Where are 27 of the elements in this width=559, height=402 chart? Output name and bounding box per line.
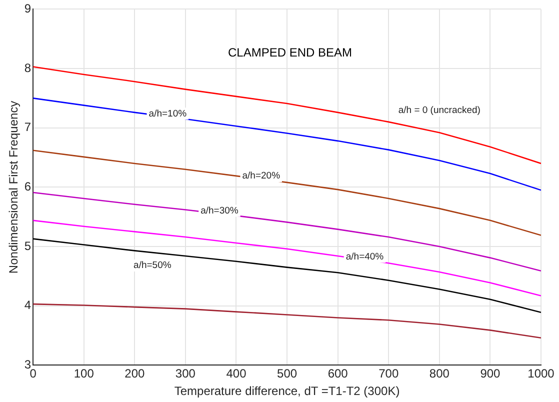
x-tick-label: 800 (429, 366, 450, 381)
x-tick-label: 1000 (528, 366, 555, 381)
y-tick-label: 6 (24, 180, 32, 194)
series-label: a/h=20% (242, 170, 281, 182)
y-tick-label: 3 (24, 358, 32, 372)
x-tick-label: 0 (30, 366, 37, 381)
series-label: a/h=10% (148, 108, 188, 120)
x-tick-label: 200 (124, 366, 145, 381)
y-tick-label: 7 (24, 120, 32, 134)
x-axis-title: Temperature difference, dT =T1-T2 (300K) (174, 384, 400, 398)
x-tick-label: 400 (226, 366, 247, 381)
series-label: a/h=50% (134, 260, 172, 272)
series-label: a/h = 0 (uncracked) (398, 105, 480, 116)
x-tick-label: 900 (480, 366, 501, 381)
x-tick-label: 700 (378, 366, 399, 381)
y-tick-label: 4 (24, 298, 32, 312)
text: CLAMPED END BEAM (228, 45, 352, 60)
x-tick-label: 600 (328, 366, 348, 381)
y-axis-title: Nondimensional First Frequency (6, 100, 21, 274)
y-tick-label: 9 (24, 2, 32, 16)
series-label: a/h=30% (200, 205, 239, 216)
y-tick-label: 5 (24, 238, 32, 253)
x-tick-label: 500 (277, 366, 298, 381)
x-tick-label: 300 (175, 366, 196, 381)
x-tick-label: 100 (74, 366, 94, 381)
y-tick-label: 8 (24, 60, 32, 75)
series-label: a/h=40% (346, 251, 384, 262)
